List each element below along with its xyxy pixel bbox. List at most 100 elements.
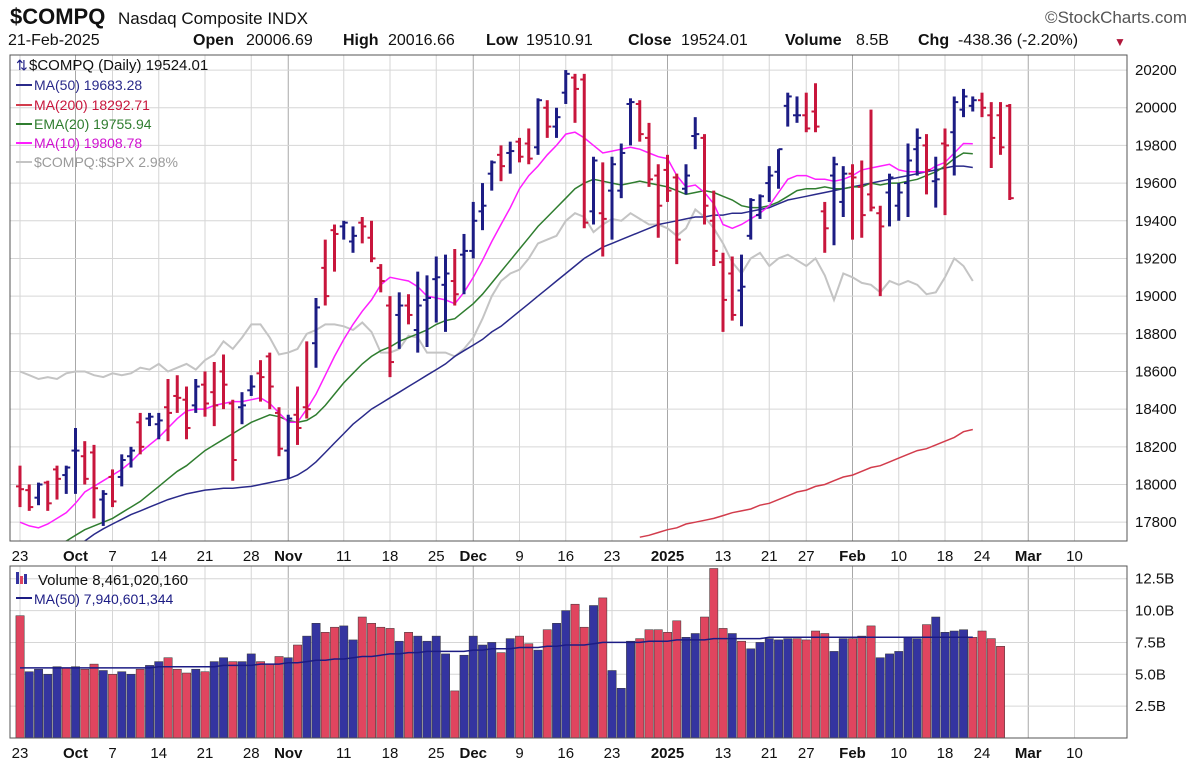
ohlc-bar[interactable]: [876, 205, 885, 297]
ohlc-bar[interactable]: [173, 375, 182, 413]
ohlc-bar[interactable]: [737, 254, 746, 327]
volume-bar[interactable]: [829, 651, 839, 738]
volume-bar[interactable]: [154, 661, 164, 738]
ohlc-bar[interactable]: [543, 100, 552, 138]
volume-bar[interactable]: [182, 672, 191, 738]
volume-bar[interactable]: [468, 635, 478, 738]
volume-bar[interactable]: [89, 663, 99, 738]
volume-bar[interactable]: [450, 690, 460, 738]
volume-bar[interactable]: [413, 635, 423, 738]
ohlc-bar[interactable]: [645, 122, 653, 187]
ohlc-bar[interactable]: [506, 141, 515, 174]
volume-bar[interactable]: [496, 652, 506, 738]
ohlc-bar[interactable]: [672, 173, 681, 265]
ohlc-bar[interactable]: [386, 296, 394, 378]
ohlc-bar[interactable]: [931, 156, 940, 208]
ohlc-bar[interactable]: [238, 392, 246, 425]
ohlc-bar[interactable]: [247, 375, 256, 396]
ohlc-bar[interactable]: [228, 399, 237, 481]
ohlc-bar[interactable]: [746, 198, 755, 240]
volume-bar[interactable]: [533, 649, 543, 738]
ohlc-bar[interactable]: [783, 92, 792, 127]
volume-bar[interactable]: [376, 626, 386, 738]
ohlc-bar[interactable]: [321, 239, 330, 306]
volume-bar[interactable]: [52, 666, 62, 738]
volume-bar[interactable]: [774, 639, 783, 738]
ohlc-bar[interactable]: [293, 386, 302, 445]
ohlc-bar[interactable]: [885, 173, 894, 227]
volume-bar[interactable]: [283, 657, 293, 738]
ohlc-bar[interactable]: [25, 484, 34, 511]
volume-bar[interactable]: [246, 653, 256, 738]
volume-bar[interactable]: [228, 661, 238, 738]
volume-bar[interactable]: [811, 630, 820, 738]
ohlc-bar[interactable]: [265, 352, 274, 410]
volume-bar[interactable]: [367, 623, 376, 738]
price-panel[interactable]: 17800 18000 18200 18400 18600 18800 19000 19200…: [10, 55, 1177, 594]
volume-bar[interactable]: [71, 666, 80, 738]
ohlc-bar[interactable]: [663, 154, 672, 202]
volume-bar[interactable]: [570, 603, 580, 738]
ohlc-bar[interactable]: [941, 128, 949, 216]
ohlc-bar[interactable]: [904, 143, 912, 217]
volume-bar[interactable]: [986, 638, 996, 738]
ohlc-bar[interactable]: [413, 271, 422, 353]
volume-bar[interactable]: [755, 642, 765, 738]
volume-bar[interactable]: [681, 637, 691, 738]
volume-bar[interactable]: [598, 597, 608, 738]
ohlc-bar[interactable]: [719, 252, 727, 332]
volume-panel[interactable]: 2.5B 5.0B 7.5B 10.0B 12.5B 23 Oct 7 14 21 28 Nov 11 1…: [10, 566, 1174, 762]
volume-bar[interactable]: [524, 643, 534, 738]
ohlc-bar[interactable]: [71, 427, 80, 494]
ohlc-bar[interactable]: [534, 98, 542, 155]
volume-bar[interactable]: [320, 632, 330, 738]
volume-bar[interactable]: [459, 654, 469, 738]
ohlc-bar[interactable]: [635, 100, 644, 142]
volume-bar[interactable]: [746, 648, 756, 738]
volume-bar[interactable]: [801, 639, 811, 738]
ohlc-bar[interactable]: [117, 454, 126, 487]
volume-bar[interactable]: [487, 642, 497, 738]
volume-bar[interactable]: [24, 671, 34, 738]
volume-bar[interactable]: [663, 632, 672, 738]
volume-bar[interactable]: [931, 616, 941, 738]
brand-label[interactable]: ©StockCharts.com: [1045, 8, 1187, 27]
ohlc-bar[interactable]: [349, 226, 357, 253]
volume-bar[interactable]: [15, 615, 25, 738]
volume-bar[interactable]: [940, 632, 950, 738]
ohlc-bar[interactable]: [820, 201, 829, 253]
volume-bar[interactable]: [404, 632, 413, 738]
ohlc-bar[interactable]: [339, 220, 348, 240]
volume-bar[interactable]: [117, 671, 127, 738]
volume-bar[interactable]: [191, 668, 201, 738]
ohlc-bar[interactable]: [423, 275, 431, 347]
ohlc-bar[interactable]: [700, 134, 709, 225]
ohlc-bar[interactable]: [830, 156, 838, 246]
volume-bar[interactable]: [968, 637, 978, 738]
ohlc-bar[interactable]: [497, 145, 505, 182]
ohlc-bar[interactable]: [950, 96, 959, 176]
ohlc-bar[interactable]: [922, 134, 931, 195]
ohlc-bar[interactable]: [524, 128, 533, 165]
ohlc-bar[interactable]: [552, 107, 561, 138]
volume-bar[interactable]: [792, 638, 802, 738]
volume-bar[interactable]: [505, 638, 515, 738]
volume-bar[interactable]: [885, 653, 894, 738]
volume-bar[interactable]: [145, 665, 154, 738]
volume-bar[interactable]: [542, 629, 552, 738]
ohlc-bar[interactable]: [654, 164, 663, 238]
volume-bar[interactable]: [237, 661, 247, 738]
ohlc-bar[interactable]: [34, 482, 43, 506]
volume-bar[interactable]: [515, 635, 524, 738]
ohlc-bar[interactable]: [478, 183, 487, 231]
volume-bar[interactable]: [163, 657, 173, 738]
ohlc-bar[interactable]: [395, 292, 404, 349]
volume-bar[interactable]: [866, 625, 876, 738]
volume-bar[interactable]: [34, 668, 43, 738]
volume-bar[interactable]: [348, 639, 358, 738]
ohlc-bar[interactable]: [774, 148, 783, 189]
ohlc-bar[interactable]: [793, 96, 801, 123]
volume-bar[interactable]: [135, 668, 145, 738]
ohlc-bar[interactable]: [487, 160, 496, 191]
ohlc-bar[interactable]: [996, 102, 1005, 155]
